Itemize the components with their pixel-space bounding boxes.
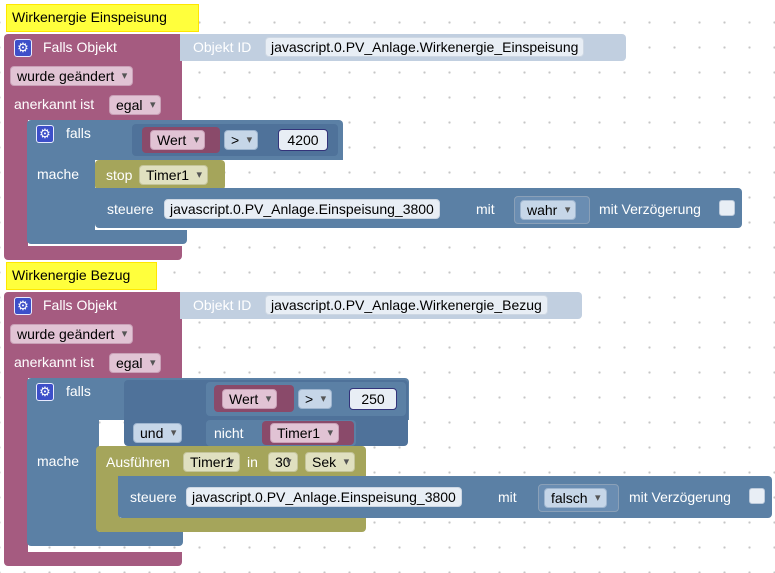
number-field[interactable]: 250: [349, 388, 397, 410]
trigger-block-bottom: [4, 246, 182, 260]
gear-icon[interactable]: ⚙: [14, 297, 32, 315]
object-id-label: Objekt ID: [193, 39, 252, 55]
if-block-left-rail: [27, 158, 95, 238]
in-label: in: [247, 454, 258, 470]
and-or-dropdown[interactable]: und: [133, 423, 183, 443]
gear-icon[interactable]: ⚙: [36, 125, 54, 143]
delay-label: mit Verzögerung: [629, 489, 731, 505]
change-type-dropdown[interactable]: wurde geändert: [10, 66, 134, 86]
do-label: mache: [37, 453, 80, 469]
if-block-bottom: [27, 532, 183, 546]
with-label: mit: [476, 201, 495, 217]
operator-dropdown[interactable]: >: [224, 130, 259, 150]
variable-dropdown[interactable]: Wert: [222, 389, 278, 409]
do-label: mache: [37, 166, 80, 182]
trigger-label: Falls Objekt: [43, 39, 117, 55]
gear-icon[interactable]: ⚙: [14, 39, 32, 57]
if-block-bottom: [27, 230, 187, 244]
delay-checkbox[interactable]: [719, 200, 735, 216]
not-label: nicht: [214, 425, 244, 441]
trigger-block-left-rail: [4, 118, 28, 250]
object-id-field[interactable]: javascript.0.PV_Anlage.Wirkenergie_Bezug: [265, 295, 548, 315]
exec-label: Ausführen: [106, 454, 170, 470]
stop-timer-dropdown[interactable]: Timer1: [139, 165, 209, 185]
trigger-label: Falls Objekt: [43, 297, 117, 313]
control-id-field[interactable]: javascript.0.PV_Anlage.Einspeisung_3800: [164, 199, 440, 219]
control-label: steuere: [130, 489, 177, 505]
variable-dropdown[interactable]: Wert: [150, 130, 206, 150]
control-label: steuere: [107, 201, 154, 217]
value-dropdown[interactable]: falsch: [544, 488, 607, 508]
delay-checkbox[interactable]: [749, 488, 765, 504]
stop-label: stop: [106, 167, 133, 183]
operator-dropdown[interactable]: >: [298, 389, 333, 409]
object-id-label: Objekt ID: [193, 297, 252, 313]
value-dropdown[interactable]: wahr: [520, 200, 577, 220]
exec-delay-field[interactable]: 30: [268, 452, 298, 472]
ack-dropdown[interactable]: egal: [109, 353, 162, 373]
ack-label: anerkannt ist: [14, 96, 95, 112]
trigger-block-left-rail: [4, 376, 28, 556]
comment-bubble[interactable]: Wirkenergie Bezug: [6, 262, 157, 290]
number-field[interactable]: 4200: [278, 129, 328, 151]
delay-label: mit Verzögerung: [599, 201, 701, 217]
control-id-field[interactable]: javascript.0.PV_Anlage.Einspeisung_3800: [186, 487, 462, 507]
trigger-block-bottom: [4, 552, 182, 566]
exec-timeout-bottom: [96, 518, 366, 532]
exec-timeout-left-rail: [96, 476, 120, 522]
ack-label: anerkannt ist: [14, 354, 95, 370]
object-id-field[interactable]: javascript.0.PV_Anlage.Wirkenergie_Einsp…: [265, 37, 585, 57]
if-label: falls: [66, 383, 91, 399]
exec-timer-name-field[interactable]: Timer1: [183, 452, 241, 472]
ack-dropdown[interactable]: egal: [109, 95, 162, 115]
exec-unit-dropdown[interactable]: Sek: [305, 452, 356, 472]
with-label: mit: [498, 489, 517, 505]
change-type-dropdown[interactable]: wurde geändert: [10, 324, 134, 344]
timer-running-dropdown[interactable]: Timer1: [270, 423, 340, 443]
comment-bubble[interactable]: Wirkenergie Einspeisung: [6, 4, 199, 32]
gear-icon[interactable]: ⚙: [36, 383, 54, 401]
if-block-left-rail: [27, 418, 99, 540]
if-label: falls: [66, 125, 91, 141]
